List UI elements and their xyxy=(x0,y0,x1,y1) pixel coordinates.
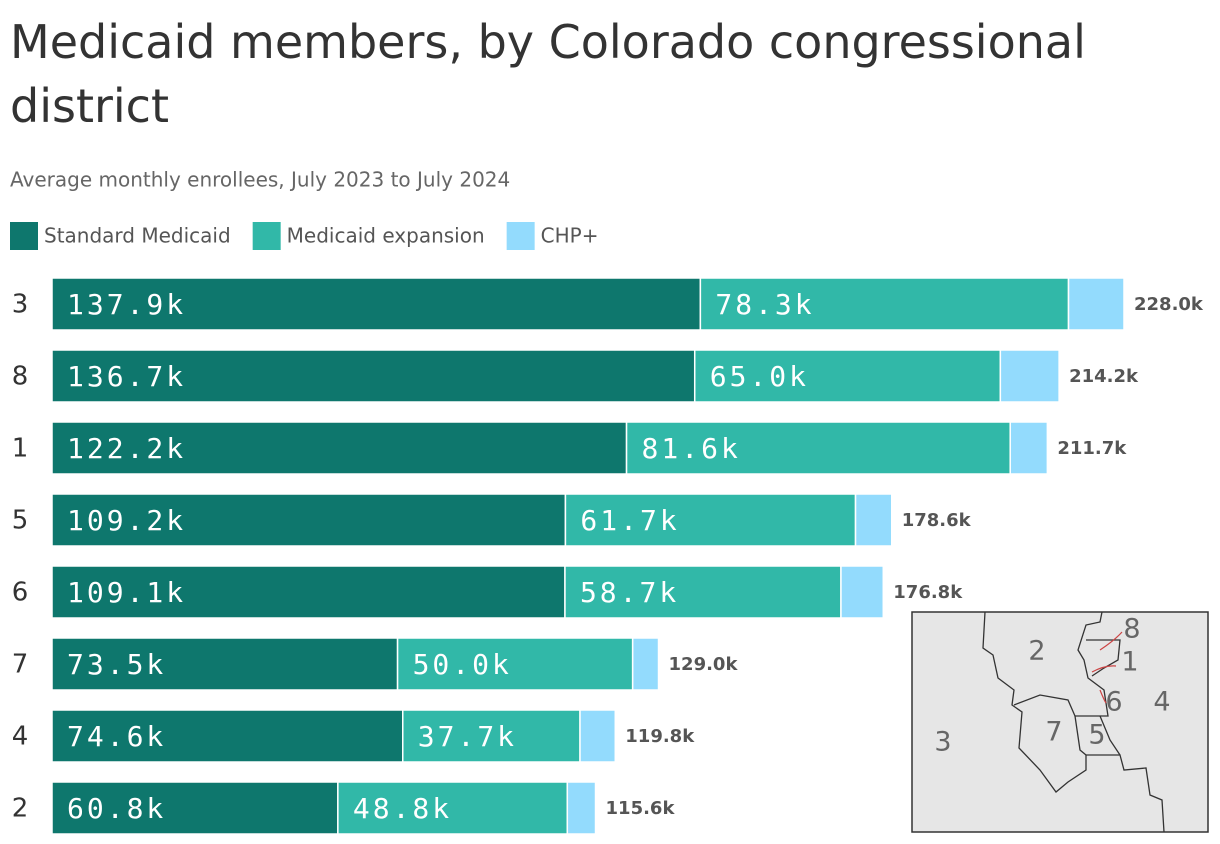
map-label: 4 xyxy=(1153,687,1170,718)
map-label: 7 xyxy=(1045,717,1062,748)
map-frame xyxy=(911,611,1209,833)
legend-label: CHP+ xyxy=(541,224,599,248)
bar-segment xyxy=(51,493,567,547)
leader-line xyxy=(1091,631,1123,704)
district-border xyxy=(1074,639,1121,756)
bar-segment xyxy=(579,709,617,763)
total-label: 214.2k xyxy=(1069,366,1139,387)
bar-segment xyxy=(51,349,696,403)
bar-segment xyxy=(51,709,404,763)
legend-label: Medicaid expansion xyxy=(287,224,485,248)
bar-segment xyxy=(402,709,581,763)
bar-segment xyxy=(1067,277,1125,331)
bar-segment xyxy=(699,277,1070,331)
y-tick-label: 3 xyxy=(12,290,29,320)
value-label: 109.1k xyxy=(67,576,186,609)
value-label: 60.8k xyxy=(67,792,166,825)
y-tick-label: 5 xyxy=(12,506,29,536)
map-label: 1 xyxy=(1121,647,1138,678)
map: 2 8 1 6 4 3 7 5 xyxy=(911,611,1209,833)
bar-segment xyxy=(564,565,842,619)
bar-segment xyxy=(999,349,1060,403)
bar-segment xyxy=(625,421,1011,475)
y-tick-label: 1 xyxy=(12,434,29,464)
bar-segment xyxy=(854,493,893,547)
value-label: 50.0k xyxy=(413,648,512,681)
value-label: 136.7k xyxy=(67,360,186,393)
bar-segment xyxy=(1009,421,1049,475)
value-label: 109.2k xyxy=(67,504,186,537)
bar-segment xyxy=(564,493,857,547)
y-tick-label: 4 xyxy=(12,722,29,752)
total-label: 211.7k xyxy=(1057,438,1127,459)
total-label: 129.0k xyxy=(669,654,739,675)
district-border xyxy=(982,611,1165,833)
map-label: 5 xyxy=(1088,720,1105,751)
legend-swatch xyxy=(506,222,535,250)
y-tick-label: 7 xyxy=(12,650,29,680)
value-label: 81.6k xyxy=(642,432,741,465)
bar-segment xyxy=(337,781,569,835)
district-border xyxy=(1013,611,1109,717)
y-tick-label: 6 xyxy=(12,578,29,608)
bar-segment xyxy=(840,565,885,619)
value-label: 122.2k xyxy=(67,432,186,465)
bar-segment xyxy=(396,637,634,691)
chart-title: Medicaid members, by Colorado congressio… xyxy=(10,15,1086,133)
value-label: 58.7k xyxy=(580,576,679,609)
total-label: 115.6k xyxy=(606,798,676,819)
value-label: 74.6k xyxy=(67,720,166,753)
legend-swatch xyxy=(10,222,38,250)
value-label: 73.5k xyxy=(67,648,166,681)
legend-swatch xyxy=(252,222,281,250)
total-label: 228.0k xyxy=(1134,294,1204,315)
value-label: 78.3k xyxy=(715,288,814,321)
total-label: 119.8k xyxy=(625,726,695,747)
bar-segment xyxy=(631,637,660,691)
bar-segment xyxy=(51,421,628,475)
chart-subtitle: Average monthly enrollees, July 2023 to … xyxy=(10,168,510,192)
legend-label: Standard Medicaid xyxy=(44,224,231,248)
total-label: 176.8k xyxy=(893,582,963,603)
map-label: 6 xyxy=(1105,687,1122,718)
value-label: 61.7k xyxy=(580,504,679,537)
value-label: 37.7k xyxy=(418,720,517,753)
value-label: 48.8k xyxy=(353,792,452,825)
map-label: 3 xyxy=(934,727,951,758)
value-label: 137.9k xyxy=(67,288,186,321)
value-label: 65.0k xyxy=(710,360,809,393)
map-label: 8 xyxy=(1123,614,1140,645)
bar-segment xyxy=(566,781,597,835)
total-label: 178.6k xyxy=(902,510,972,531)
y-tick-label: 8 xyxy=(12,362,29,392)
map-label: 2 xyxy=(1028,636,1045,667)
bar-segment xyxy=(51,277,702,331)
bar-segment xyxy=(51,565,566,619)
y-tick-label: 2 xyxy=(12,794,29,824)
